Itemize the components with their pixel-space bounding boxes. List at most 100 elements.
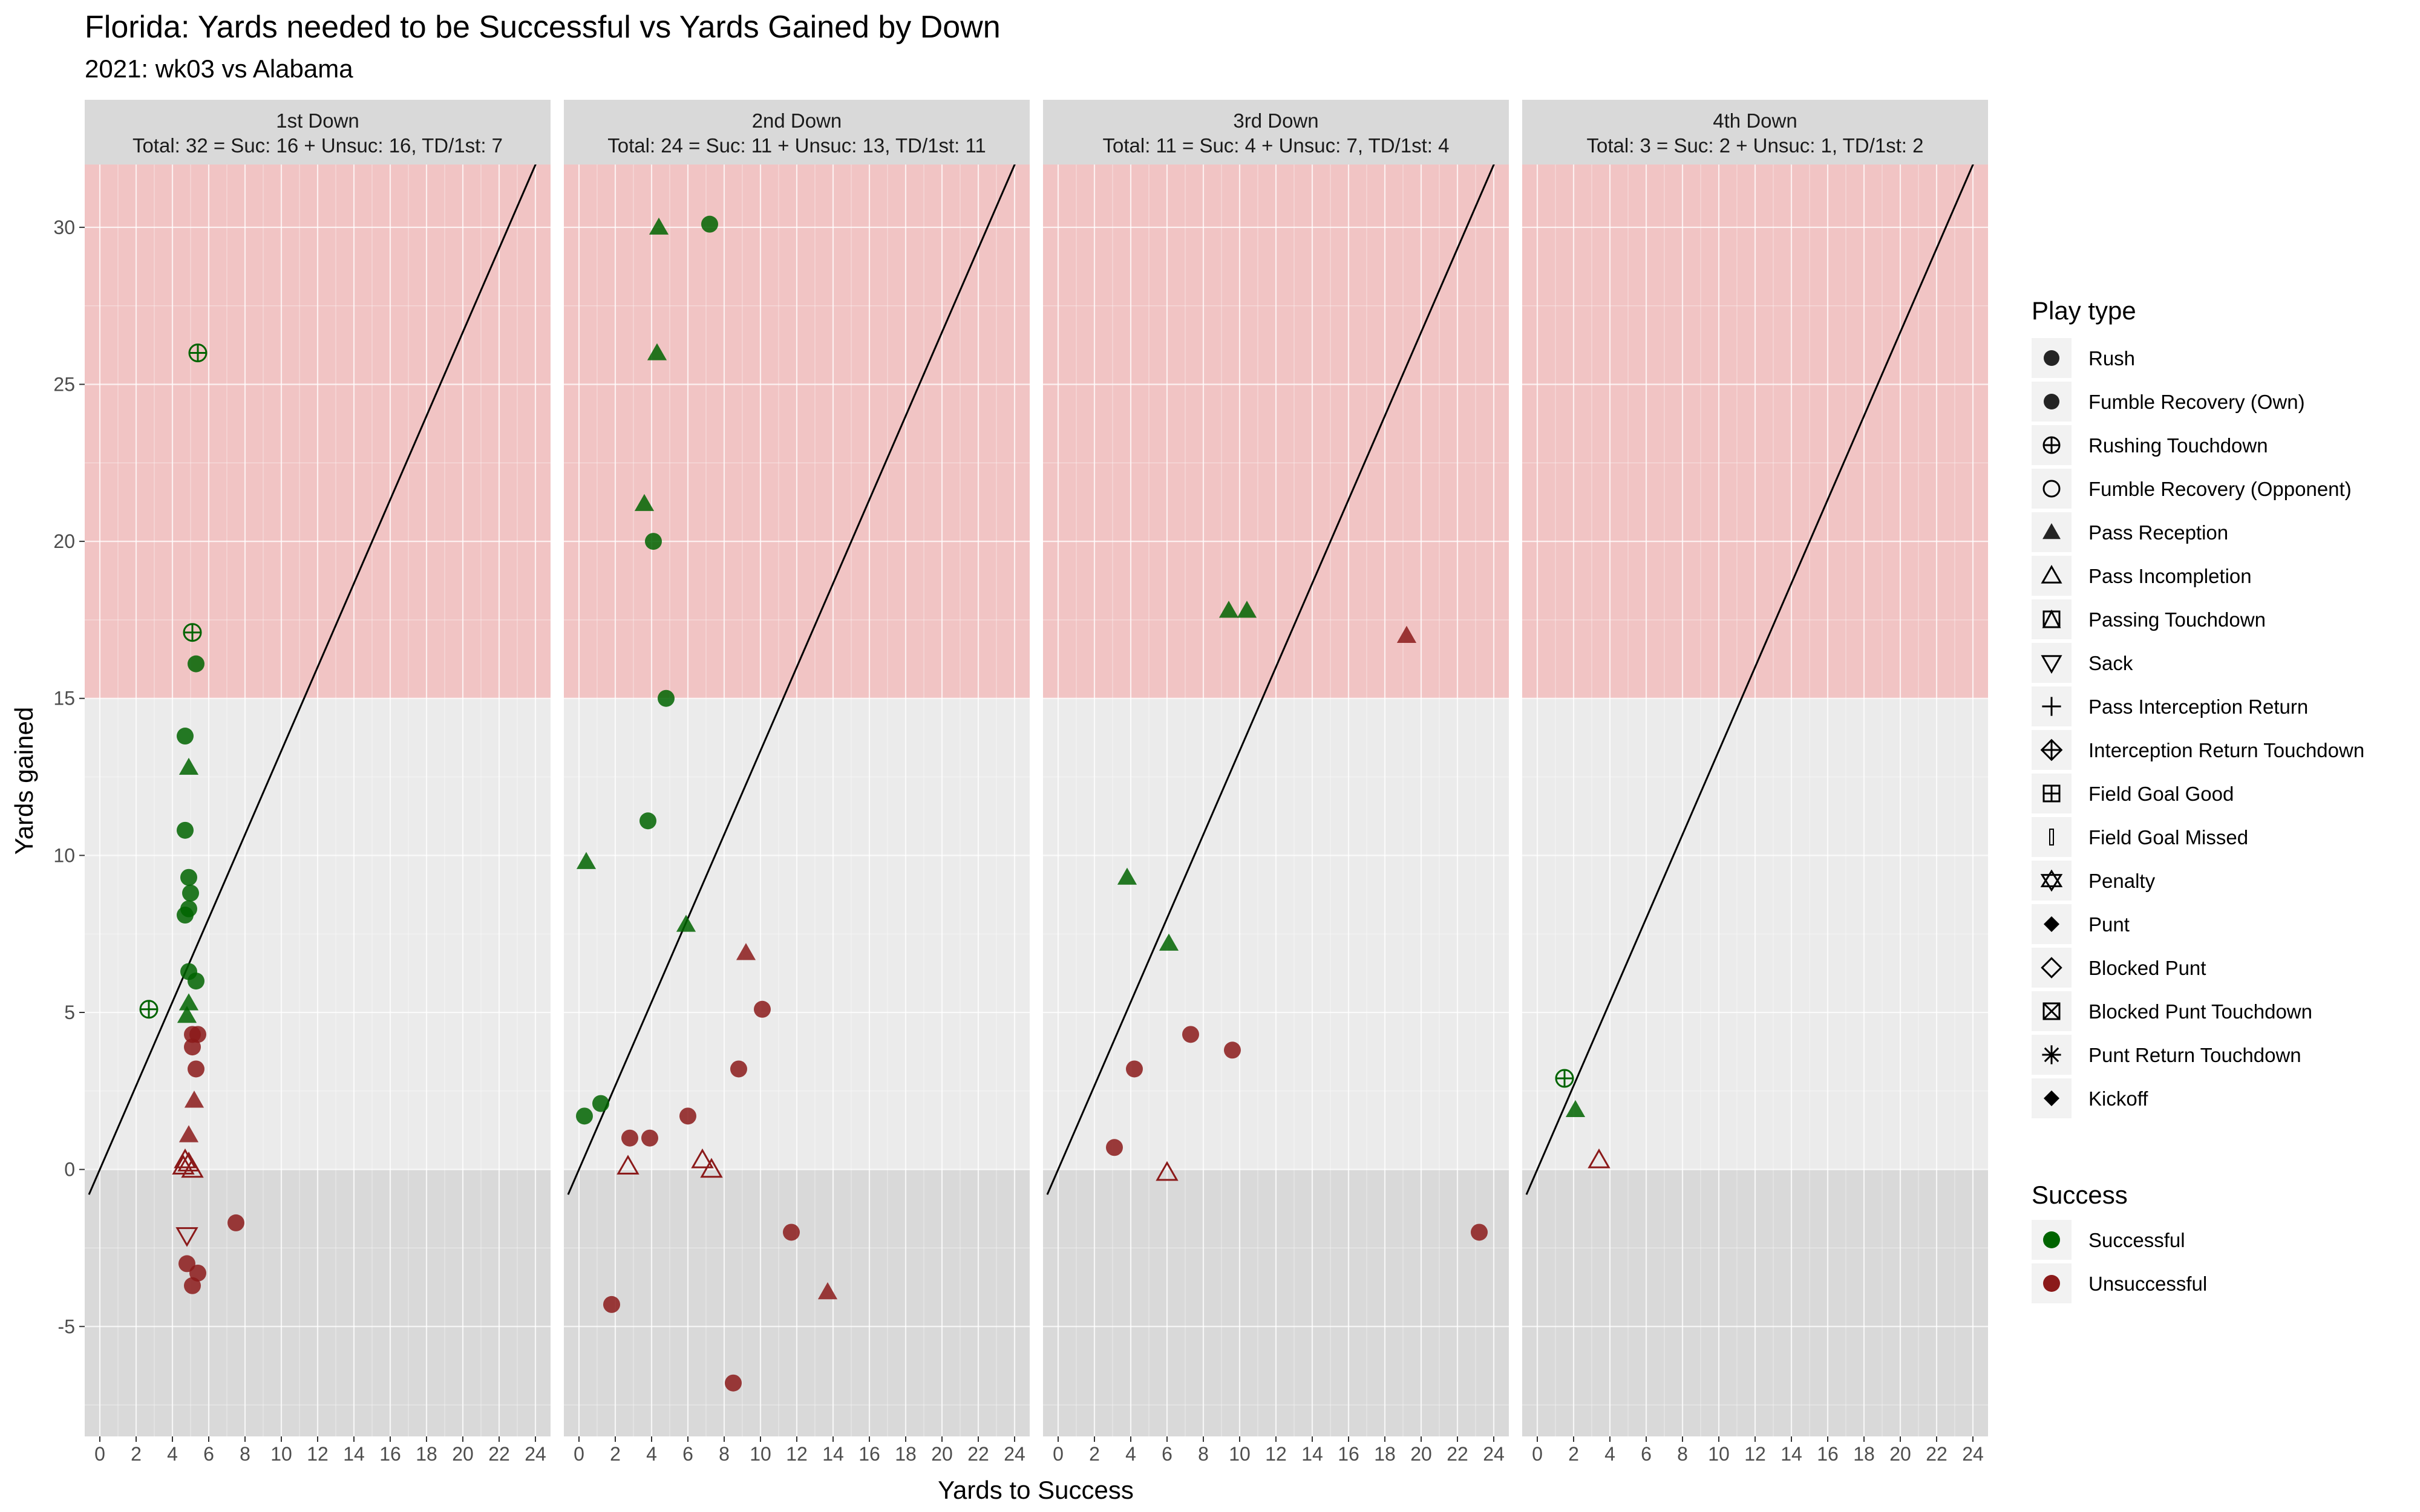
legend-item-label: Punt Return Touchdown	[2088, 1044, 2301, 1066]
data-point	[649, 217, 669, 235]
y-tick-label: 15	[53, 688, 75, 709]
legend-symbol-rush	[2044, 350, 2059, 366]
x-tick-label: 8	[719, 1443, 730, 1465]
x-tick-label: 16	[379, 1443, 401, 1465]
x-tick-label: 4	[646, 1443, 657, 1465]
legend-symbol-penalty	[2040, 869, 2063, 892]
legend-item-label: Penalty	[2088, 870, 2156, 892]
facet-strip	[85, 100, 551, 165]
legend-symbol-field-goal-good	[2042, 784, 2061, 803]
legend-symbol-rushing-touchdown	[2042, 436, 2061, 454]
y-tick-label: 0	[64, 1159, 75, 1181]
data-point	[1117, 867, 1137, 885]
legend-symbol-interception-return-touchdown	[2040, 738, 2063, 761]
data-point	[736, 943, 756, 960]
x-tick-label: 12	[307, 1443, 329, 1465]
legend-symbol-fumble-recovery-opponent	[2042, 480, 2061, 498]
data-point	[174, 1148, 197, 1168]
legend-symbol-blocked-punt-touchdown	[2042, 1002, 2061, 1020]
legend-key	[2032, 817, 2072, 857]
x-tick-label: 24	[525, 1443, 546, 1465]
x-tick-label: 0	[94, 1443, 105, 1465]
x-tick-label: 8	[1677, 1443, 1688, 1465]
x-tick-label: 24	[1483, 1443, 1505, 1465]
data-point	[188, 655, 204, 673]
x-tick-label: 14	[343, 1443, 365, 1465]
legend-item-label: Rushing Touchdown	[2088, 434, 2268, 457]
x-tick-label: 10	[1708, 1443, 1730, 1465]
facet-strip-summary: Total: 3 = Suc: 2 + Unsuc: 1, TD/1st: 2	[1586, 134, 1923, 157]
legend-title-success: Success	[2032, 1181, 2128, 1209]
x-tick-label: 22	[1926, 1443, 1947, 1465]
data-point	[177, 907, 194, 924]
x-axis-title: Yards to Success	[938, 1476, 1134, 1504]
data-point	[227, 1214, 244, 1231]
facet-strip-label: 1st Down	[276, 109, 359, 132]
x-tick-label: 8	[1198, 1443, 1209, 1465]
legend-symbol-blocked-punt	[2041, 957, 2062, 979]
x-tick-label: 16	[858, 1443, 880, 1465]
x-tick-label: 20	[1889, 1443, 1911, 1465]
x-tick-label: 2	[131, 1443, 142, 1465]
data-point	[1218, 601, 1239, 618]
x-tick-label: 6	[682, 1443, 693, 1465]
x-tick-label: 18	[895, 1443, 917, 1465]
data-point	[188, 973, 204, 990]
x-tick-label: 12	[1265, 1443, 1287, 1465]
data-point	[641, 1129, 658, 1147]
data-point	[1156, 1161, 1179, 1181]
data-point	[679, 1107, 696, 1125]
legend-key	[2032, 643, 2072, 683]
legend-item-label: Punt	[2088, 913, 2130, 936]
data-point	[183, 623, 202, 642]
legend-item-label: Pass Interception Return	[2088, 696, 2308, 718]
x-tick-label: 14	[1301, 1443, 1323, 1465]
data-point	[139, 1000, 159, 1019]
data-point	[645, 533, 662, 550]
data-point	[658, 689, 675, 707]
data-point	[1396, 625, 1417, 643]
x-tick-label: 0	[574, 1443, 584, 1465]
data-point	[180, 868, 197, 886]
data-point	[1237, 601, 1257, 618]
y-tick-label: 5	[64, 1002, 75, 1023]
x-tick-label: 18	[416, 1443, 437, 1465]
x-tick-label: 12	[786, 1443, 808, 1465]
data-point	[182, 884, 199, 902]
x-tick-label: 10	[750, 1443, 771, 1465]
data-point	[175, 1227, 198, 1247]
x-tick-label: 0	[1053, 1443, 1064, 1465]
data-points	[576, 215, 838, 1392]
data-point	[1182, 1026, 1199, 1043]
data-point	[616, 1155, 639, 1175]
legend-key	[2032, 556, 2072, 596]
data-point	[184, 1090, 204, 1108]
data-points	[1106, 601, 1488, 1241]
data-point	[691, 1148, 714, 1168]
x-tick-label: 20	[452, 1443, 474, 1465]
legend-item-label: Successful	[2088, 1229, 2185, 1251]
legend-item-label: Fumble Recovery (Opponent)	[2088, 478, 2352, 500]
x-tick-label: 2	[1568, 1443, 1579, 1465]
x-tick-label: 4	[167, 1443, 178, 1465]
x-tick-label: 24	[1962, 1443, 1984, 1465]
data-point	[1588, 1148, 1611, 1168]
facet-strip-label: 3rd Down	[1233, 109, 1318, 132]
x-tick-label: 20	[1410, 1443, 1432, 1465]
data-point	[1565, 1100, 1586, 1118]
legend: Play type Success Rush Fumble Recovery (O…	[2032, 296, 2364, 1303]
legend-symbol-punt-return-touchdown	[2042, 1045, 2061, 1064]
x-tick-label: 8	[240, 1443, 250, 1465]
legend-item-label: Fumble Recovery (Own)	[2088, 391, 2305, 413]
data-point	[177, 728, 194, 745]
x-tick-label: 2	[610, 1443, 621, 1465]
data-point	[647, 343, 667, 360]
data-point	[576, 852, 597, 869]
facet-strip	[1522, 100, 1988, 165]
y-tick-label: 20	[53, 530, 75, 552]
data-point	[1555, 1069, 1574, 1088]
x-tick-label: 20	[931, 1443, 953, 1465]
data-point	[178, 757, 199, 775]
